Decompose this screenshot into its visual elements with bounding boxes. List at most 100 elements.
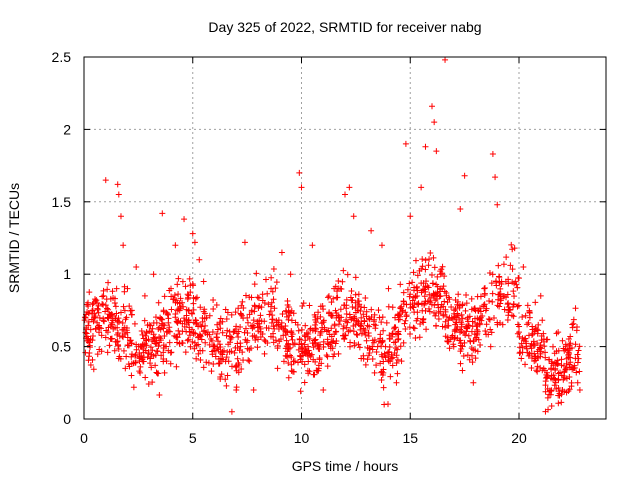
data-point-cloud: [397, 343, 404, 350]
data-point-cloud: [233, 362, 240, 369]
data-point-cloud: [168, 306, 175, 313]
data-point-cloud: [214, 321, 221, 328]
data-point-cloud: [350, 328, 357, 335]
data-point-cloud: [189, 338, 196, 345]
data-point-cloud: [402, 326, 409, 333]
data-point-cloud: [389, 362, 396, 369]
data-point-cloud: [299, 303, 306, 310]
data-point-cloud: [177, 295, 184, 302]
data-point-cloud: [306, 302, 313, 309]
data-point: [461, 172, 468, 179]
data-point-cloud: [166, 339, 173, 346]
data-point-cloud: [153, 347, 160, 354]
data-point-cloud: [81, 317, 88, 324]
data-point-cloud: [525, 319, 532, 326]
data-point-cloud: [251, 332, 258, 339]
data-point-cloud: [256, 323, 263, 330]
data-point-cloud: [369, 356, 376, 363]
data-point-cloud: [469, 359, 476, 366]
data-point-cloud: [492, 278, 499, 285]
data-point: [176, 307, 183, 314]
data-point-cloud: [522, 361, 529, 368]
data-point-cloud: [216, 341, 223, 348]
data-point: [300, 300, 307, 307]
data-point-cloud: [142, 347, 149, 354]
data-point-cloud: [183, 328, 190, 335]
data-point: [181, 216, 188, 223]
data-point: [185, 336, 192, 343]
data-point-cloud: [576, 368, 583, 375]
data-point-cloud: [301, 379, 308, 386]
data-point-cloud: [242, 292, 249, 299]
data-point-cloud: [214, 345, 221, 352]
data-point-cloud: [176, 331, 183, 338]
data-point: [96, 346, 103, 353]
data-point-cloud: [441, 298, 448, 305]
data-point-cloud: [558, 399, 565, 406]
data-point-cloud: [317, 303, 324, 310]
data-point-cloud: [472, 347, 479, 354]
data-point-cloud: [283, 308, 290, 315]
data-point: [548, 372, 555, 379]
data-point: [117, 213, 124, 220]
data-point-cloud: [414, 272, 421, 279]
data-point-cloud: [285, 340, 292, 347]
data-point-cloud: [576, 343, 583, 350]
data-point-cloud: [290, 368, 297, 375]
data-point-cloud: [516, 333, 523, 340]
data-point-cloud: [187, 343, 194, 350]
data-point: [124, 285, 131, 292]
y-tick-label: 2.5: [52, 49, 72, 65]
data-point-cloud: [195, 334, 202, 341]
data-point-cloud: [390, 339, 397, 346]
y-tick-label: 1: [63, 266, 71, 282]
data-point-cloud: [266, 311, 273, 318]
data-point-cloud: [101, 318, 108, 325]
data-point-cloud: [400, 289, 407, 296]
data-point: [498, 278, 505, 285]
data-point-cloud: [234, 345, 241, 352]
data-point-cloud: [131, 320, 138, 327]
data-point-cloud: [487, 326, 494, 333]
data-point-cloud: [394, 336, 401, 343]
data-point-cloud: [429, 280, 436, 287]
data-point: [115, 191, 122, 198]
data-point-cloud: [422, 283, 429, 290]
data-point-cloud: [100, 287, 107, 294]
data-point-cloud: [385, 303, 392, 310]
data-point-cloud: [495, 296, 502, 303]
data-point-cloud: [255, 328, 262, 335]
data-point-cloud: [555, 400, 562, 407]
data-point-cloud: [522, 335, 529, 342]
data-point-cloud: [364, 356, 371, 363]
data-point-cloud: [419, 287, 426, 294]
data-point: [133, 263, 140, 270]
data-point-cloud: [452, 297, 459, 304]
data-point-cloud: [336, 318, 343, 325]
data-point: [91, 314, 98, 321]
data-point-cloud: [202, 339, 209, 346]
data-point-cloud: [468, 295, 475, 302]
data-point-cloud: [128, 353, 135, 360]
data-point-cloud: [542, 382, 549, 389]
data-point-cloud: [120, 303, 127, 310]
data-point-cloud: [555, 377, 562, 384]
data-point-cloud: [158, 316, 165, 323]
data-point-cloud: [382, 343, 389, 350]
y-tick-label: 0.5: [52, 339, 72, 355]
data-point-cloud: [394, 370, 401, 377]
data-point-cloud: [242, 336, 249, 343]
data-point-cloud: [190, 294, 197, 301]
data-point-cloud: [534, 363, 541, 370]
data-point-cloud: [317, 332, 324, 339]
data-point-cloud: [481, 290, 488, 297]
data-point-cloud: [151, 338, 158, 345]
data-point-cloud: [323, 352, 330, 359]
data-point-cloud: [113, 310, 120, 317]
data-point-cloud: [303, 329, 310, 336]
data-point-cloud: [296, 341, 303, 348]
data-point-cloud: [349, 304, 356, 311]
data-point-cloud: [515, 302, 522, 309]
data-point-cloud: [176, 300, 183, 307]
data-point-cloud: [197, 304, 204, 311]
